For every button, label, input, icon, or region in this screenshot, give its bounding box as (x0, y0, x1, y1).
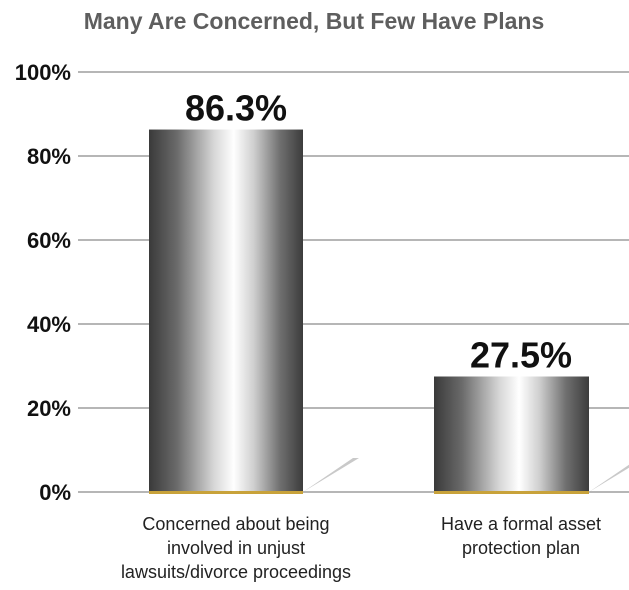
bar-base (149, 491, 303, 494)
bar-shadow (303, 458, 359, 492)
category-label: Have a formal asset protection plan (441, 514, 601, 558)
category-label: Concerned about being involved in unjust l… (121, 514, 351, 582)
bar-base (434, 491, 589, 494)
data-label: 27.5% (470, 335, 572, 376)
data-label: 86.3% (185, 88, 287, 129)
y-tick-label: 40% (27, 312, 71, 337)
shadow-layer (303, 458, 629, 492)
y-tick-label: 20% (27, 396, 71, 421)
label-layer: 86.3% Concerned about being involved in un… (121, 88, 601, 582)
y-tick-label: 100% (15, 60, 71, 85)
bar (149, 129, 303, 493)
chart-title: Many Are Concerned, But Few Have Plans (84, 8, 545, 34)
bar (434, 376, 589, 492)
bar-shadow (589, 464, 629, 492)
y-tick-label: 0% (39, 480, 71, 505)
y-tick-label: 80% (27, 144, 71, 169)
grid-layer: 0% 20% 40% 60% 80% 100% (15, 60, 629, 505)
y-tick-label: 60% (27, 228, 71, 253)
bar-layer (149, 129, 589, 494)
